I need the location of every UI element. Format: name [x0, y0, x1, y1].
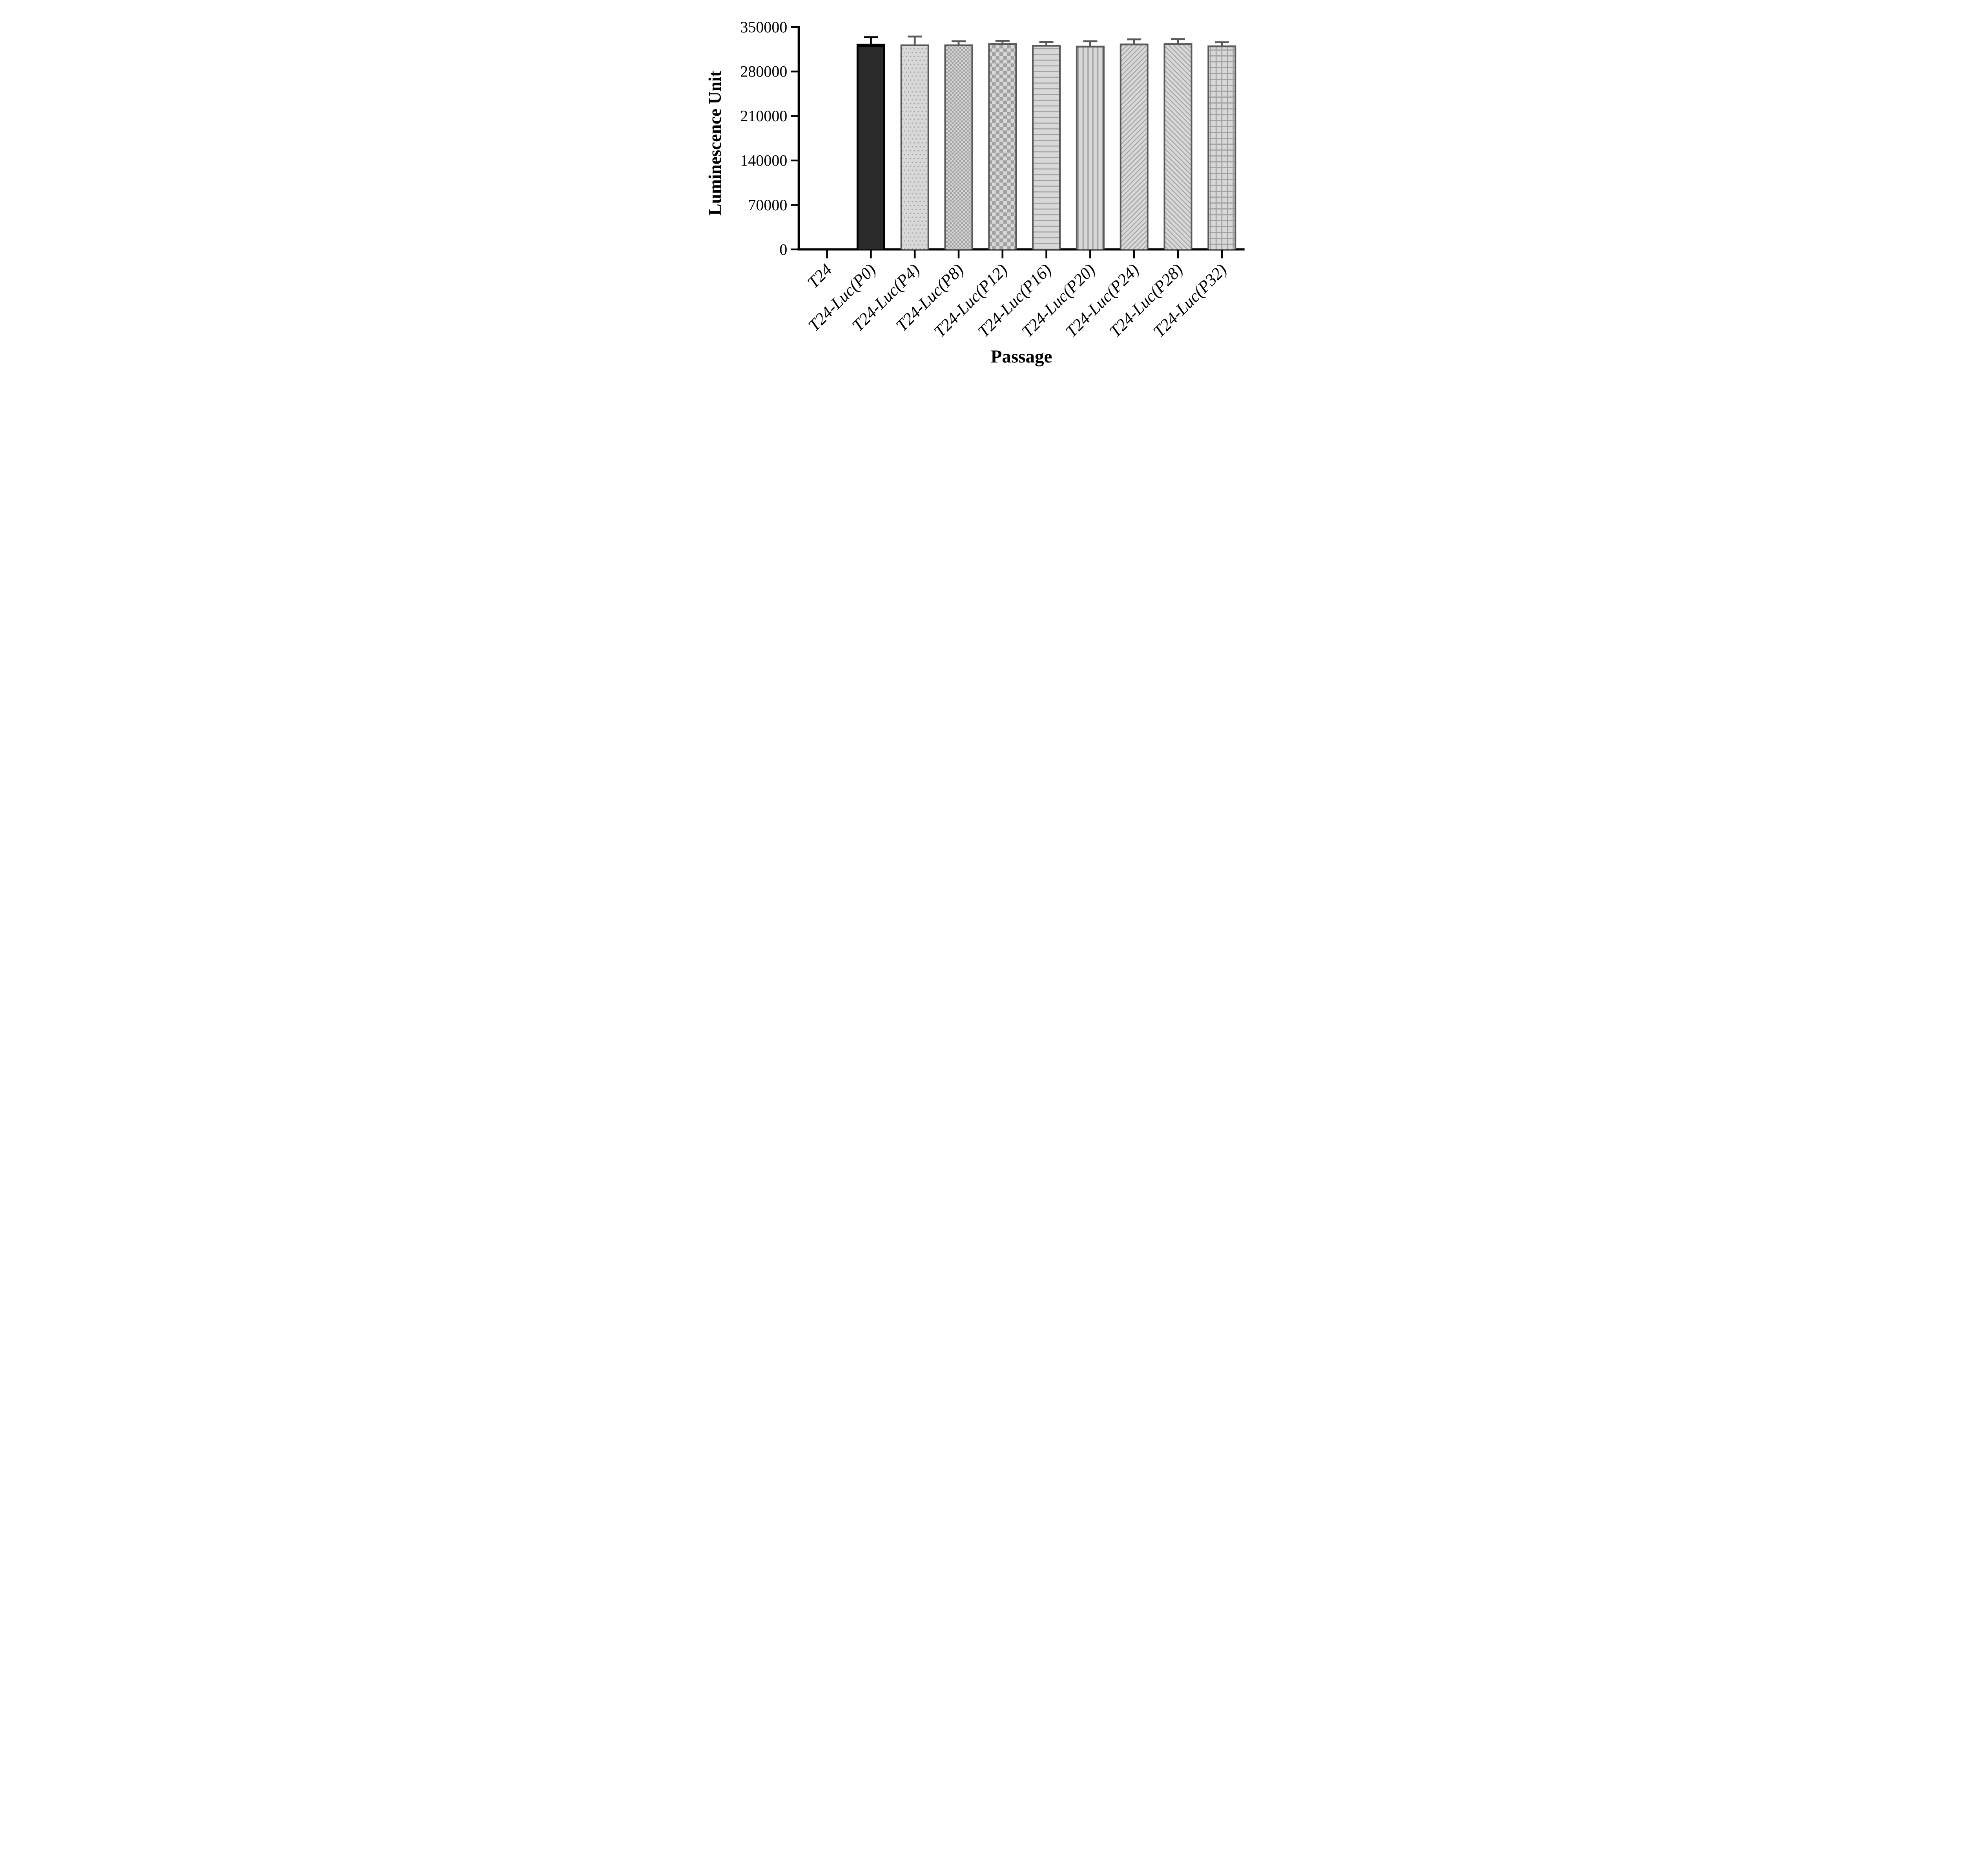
bar-fill — [858, 47, 883, 250]
error-bar-cap — [1214, 41, 1229, 44]
y-tick-label: 70000 — [748, 196, 787, 214]
y-tick-label: 140000 — [740, 152, 787, 169]
y-tick-label: 0 — [779, 240, 787, 258]
bar-fill — [946, 46, 971, 250]
x-tick-label: T24 — [804, 260, 836, 292]
error-bar-cap — [907, 35, 922, 38]
error-bar-cap — [995, 40, 1010, 42]
x-axis-title: Passage — [990, 346, 1052, 367]
y-axis-title: Luminescence Unit — [705, 71, 725, 216]
y-tick-label: 280000 — [740, 63, 787, 80]
error-bar-cap — [1171, 38, 1185, 40]
error-bar-cap — [951, 40, 966, 42]
bar-fill — [989, 45, 1015, 250]
bar-fill — [1165, 45, 1191, 250]
bar-fill — [1121, 45, 1147, 250]
bar-fill — [1209, 47, 1234, 250]
bar-chart: 070000140000210000280000350000T24T24-Luc… — [705, 18, 1245, 367]
y-tick-label: 350000 — [740, 18, 787, 36]
error-bar-cap — [1127, 38, 1141, 40]
error-bar-cap — [1083, 40, 1097, 42]
bar-fill — [1077, 47, 1103, 250]
error-bar-cap — [863, 36, 878, 38]
y-tick-label: 210000 — [740, 107, 787, 125]
bars-group — [856, 35, 1236, 250]
bar-fill — [1033, 46, 1059, 250]
bar-fill — [902, 46, 928, 250]
bar-chart-figure: 0 70000 140000 210000 280000 350000 T24 T24-Luc… — [701, 0, 1261, 375]
error-bar-cap — [1039, 41, 1054, 43]
